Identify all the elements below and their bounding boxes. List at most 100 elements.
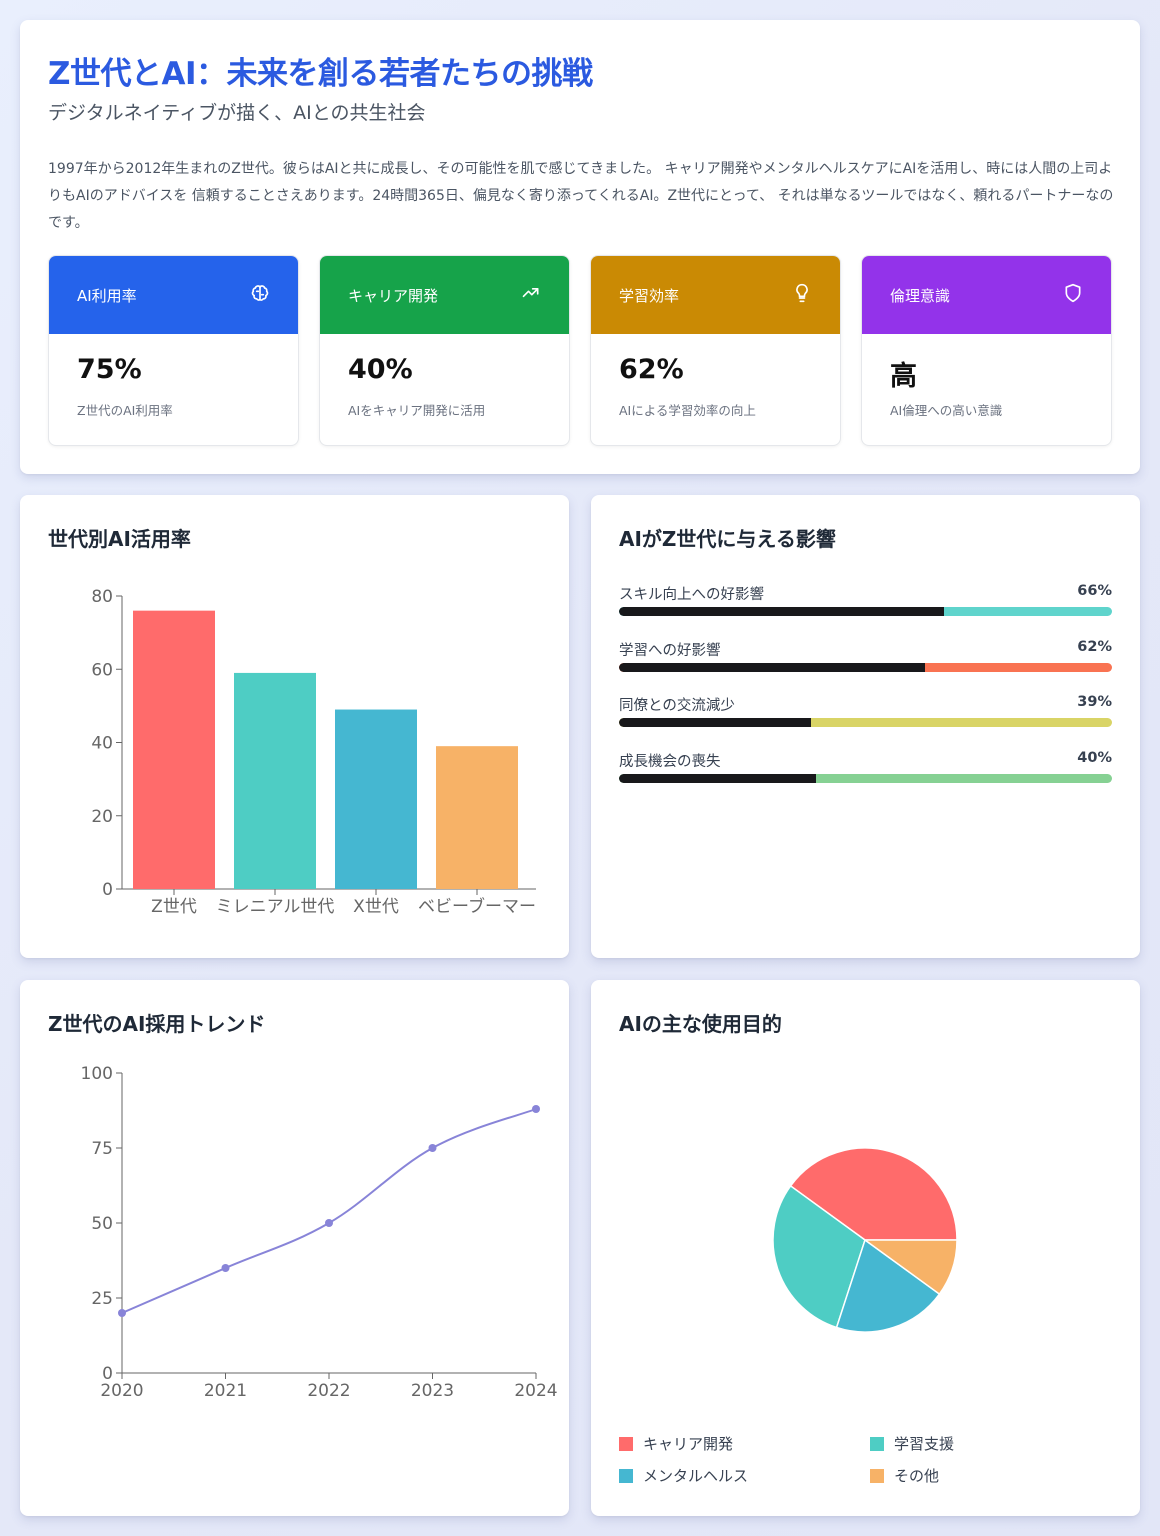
progress-fill bbox=[619, 662, 925, 672]
stat-label: 学習効率 bbox=[619, 286, 680, 305]
y-tick-label: 20 bbox=[91, 807, 113, 827]
legend-label: キャリア開発 bbox=[643, 1435, 734, 1453]
brain-icon bbox=[250, 283, 270, 307]
progress-track bbox=[619, 607, 1112, 616]
data-point[interactable] bbox=[118, 1309, 126, 1317]
data-point[interactable] bbox=[532, 1105, 540, 1113]
pie-slice[interactable] bbox=[789, 1147, 958, 1241]
legend-swatch bbox=[870, 1436, 884, 1451]
panel-title: 世代別AI活用率 bbox=[48, 527, 191, 551]
generation-bar-chart-card: 世代別AI活用率 0 20 40 60 80 Z世代 ミレニアル世代 X世代 ベビーブーマー bbox=[20, 495, 569, 958]
impact-item: 同僚との交流減少 39% bbox=[619, 694, 1112, 727]
stat-card-ethics: 倫理意識 高 AI倫理への高い意識 bbox=[861, 255, 1112, 446]
pie-slice[interactable] bbox=[835, 1238, 941, 1333]
x-tick-label: X世代 bbox=[353, 897, 399, 917]
progress-fill bbox=[619, 607, 945, 616]
trending-up-icon bbox=[521, 283, 541, 307]
pie-chart bbox=[772, 1147, 958, 1333]
y-tick-label: 0 bbox=[102, 1364, 113, 1384]
data-point[interactable] bbox=[428, 1144, 437, 1152]
stat-caption: AI倫理への高い意識 bbox=[890, 403, 1003, 418]
data-point[interactable] bbox=[221, 1264, 230, 1272]
trend-line bbox=[121, 1108, 537, 1314]
x-tick-label: 2021 bbox=[204, 1381, 247, 1401]
panel-title: AIの主な使用目的 bbox=[619, 1012, 782, 1036]
stat-caption: AIによる学習効率の向上 bbox=[619, 403, 756, 418]
impact-percentage: 66% bbox=[1077, 583, 1112, 599]
stat-caption: Z世代のAI利用率 bbox=[77, 403, 173, 418]
stat-value: 40% bbox=[348, 354, 413, 385]
stat-caption: AIをキャリア開発に活用 bbox=[348, 403, 486, 418]
impact-label: スキル向上への好影響 bbox=[619, 587, 764, 603]
x-tick-label: 2023 bbox=[411, 1381, 454, 1401]
x-tick-label: 2024 bbox=[514, 1381, 557, 1401]
bar[interactable] bbox=[133, 610, 215, 889]
stat-value: 高 bbox=[890, 361, 917, 392]
bar[interactable] bbox=[335, 709, 417, 889]
legend-item[interactable]: その他 bbox=[870, 1465, 939, 1486]
stat-header: AI利用率 bbox=[49, 256, 298, 334]
x-tick-label: 2022 bbox=[307, 1381, 350, 1401]
intro-paragraph: 1997年から2012年生まれのZ世代。彼らはAIと共に成長し、その可能性を肌で… bbox=[48, 161, 1114, 231]
page-title: Z世代とAI：未来を創る若者たちの挑戦 bbox=[48, 56, 593, 92]
stat-label: AI利用率 bbox=[77, 286, 137, 305]
legend-swatch bbox=[619, 1436, 633, 1451]
stat-header: 倫理意識 bbox=[862, 256, 1111, 334]
adoption-trend-card: Z世代のAI採用トレンド 0 25 50 75 100 2020 2021 2022 2023 2… bbox=[20, 980, 569, 1516]
impact-card: AIがZ世代に与える影響 スキル向上への好影響 66% 学習への好影響 62% 同僚との… bbox=[591, 495, 1140, 958]
stat-card-learning: 学習効率 62% AIによる学習効率の向上 bbox=[590, 255, 841, 446]
legend-item[interactable]: メンタルヘルス bbox=[619, 1465, 748, 1486]
stat-header: キャリア開発 bbox=[320, 256, 569, 334]
legend-label: メンタルヘルス bbox=[643, 1467, 749, 1485]
impact-item: 成長機会の喪失 40% bbox=[619, 749, 1112, 783]
usage-purpose-card: AIの主な使用目的 キャリア開発 学習支援メンタルヘルス その他 bbox=[591, 980, 1140, 1516]
stat-header: 学習効率 bbox=[591, 256, 840, 334]
y-tick-label: 50 bbox=[91, 1214, 113, 1234]
bar-chart: 0 20 40 60 80 Z世代 ミレニアル世代 X世代 ベビーブーマー bbox=[91, 587, 536, 917]
pie-slice[interactable] bbox=[862, 1239, 958, 1296]
progress-track bbox=[619, 662, 1112, 672]
progress-fill bbox=[619, 773, 817, 783]
y-tick-label: 80 bbox=[91, 587, 113, 607]
data-point[interactable] bbox=[325, 1219, 333, 1227]
x-tick-label: ベビーブーマー bbox=[418, 896, 536, 917]
progress-track bbox=[619, 773, 1112, 783]
y-tick-label: 40 bbox=[91, 734, 113, 754]
legend-item[interactable]: 学習支援 bbox=[870, 1433, 954, 1454]
stat-card-career: キャリア開発 40% AIをキャリア開発に活用 bbox=[319, 255, 570, 446]
x-tick-label: 2020 bbox=[100, 1381, 143, 1401]
impact-percentage: 40% bbox=[1077, 749, 1112, 766]
impact-percentage: 62% bbox=[1077, 638, 1112, 655]
impact-label: 同僚との交流減少 bbox=[619, 698, 735, 714]
legend-swatch bbox=[870, 1468, 884, 1483]
impact-item: 学習への好影響 62% bbox=[619, 638, 1112, 672]
panel-title: Z世代のAI採用トレンド bbox=[48, 1012, 266, 1036]
impact-label: 成長機会の喪失 bbox=[619, 753, 721, 770]
stat-label: キャリア開発 bbox=[348, 286, 439, 305]
progress-track bbox=[619, 718, 1112, 727]
impact-label: 学習への好影響 bbox=[619, 642, 721, 659]
impact-item: スキル向上への好影響 66% bbox=[619, 583, 1112, 616]
shield-icon bbox=[1063, 283, 1083, 307]
panel-title: AIがZ世代に与える影響 bbox=[619, 527, 836, 551]
page-subtitle: デジタルネイティブが描く、AIとの共生社会 bbox=[48, 102, 426, 124]
y-tick-label: 60 bbox=[91, 660, 113, 680]
lightbulb-icon bbox=[792, 283, 812, 307]
stat-value: 62% bbox=[619, 354, 684, 385]
legend-swatch bbox=[619, 1468, 633, 1483]
bar[interactable] bbox=[436, 746, 518, 889]
y-tick-label: 0 bbox=[102, 880, 113, 900]
pie-slice[interactable] bbox=[772, 1184, 866, 1329]
stat-card-ai-usage: AI利用率 75% Z世代のAI利用率 bbox=[48, 255, 299, 446]
bar[interactable] bbox=[234, 672, 316, 889]
line-chart: 0 25 50 75 100 2020 2021 2022 2023 2024 bbox=[81, 1064, 558, 1401]
x-tick-label: ミレニアル世代 bbox=[216, 897, 335, 917]
hero-card: Z世代とAI：未来を創る若者たちの挑戦 デジタルネイティブが描く、AIとの共生社… bbox=[20, 20, 1140, 474]
impact-percentage: 39% bbox=[1077, 694, 1112, 710]
y-tick-label: 100 bbox=[81, 1064, 113, 1084]
x-tick-label: Z世代 bbox=[151, 897, 197, 917]
progress-fill bbox=[619, 718, 812, 727]
legend-item[interactable]: キャリア開発 bbox=[619, 1433, 733, 1454]
y-tick-label: 25 bbox=[91, 1289, 113, 1309]
stat-value: 75% bbox=[77, 354, 142, 385]
